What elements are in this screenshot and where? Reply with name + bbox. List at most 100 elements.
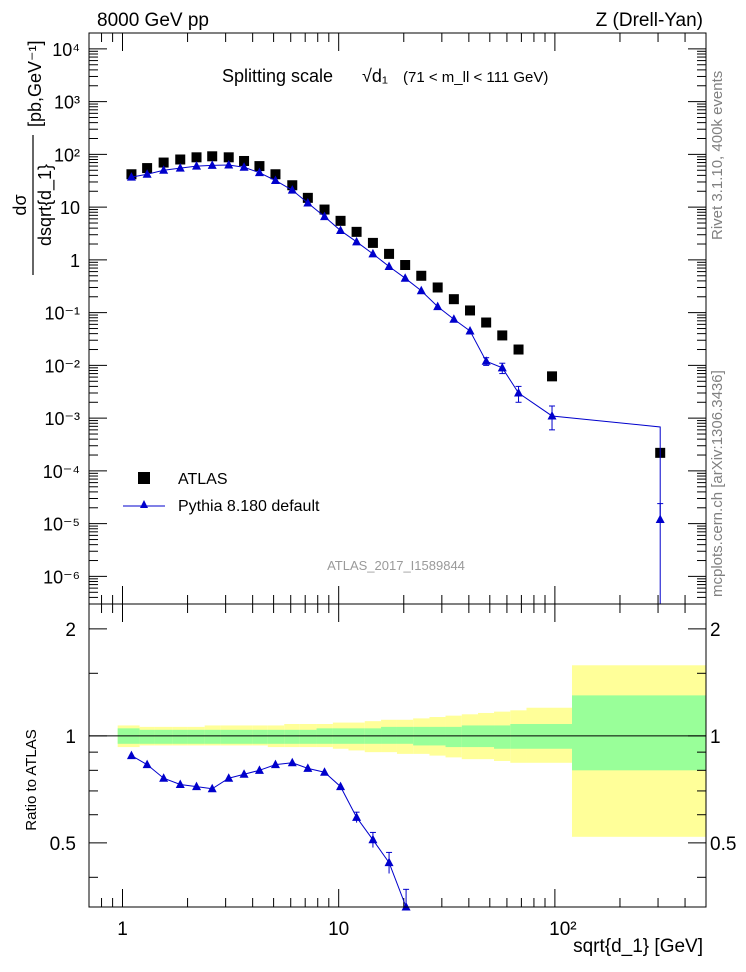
- pythia-data-point: [400, 273, 410, 282]
- inner-band-bin: [381, 726, 397, 744]
- y-tick-label: 10⁻²: [44, 356, 80, 376]
- main-axes: 10⁻⁶ 10⁻⁵ 10⁻⁴ 10⁻³ 10⁻² 10⁻¹ 1 10 10² 10³ 10⁴: [43, 32, 707, 605]
- ratio-data-point: [126, 750, 136, 760]
- plot-title-symbol: √d₁: [362, 66, 388, 86]
- x-tick-label: 10: [328, 919, 349, 940]
- ratio-data-point: [254, 765, 264, 774]
- ratio-data-point: [368, 834, 378, 844]
- atlas-data-point: [239, 155, 250, 166]
- inner-band-bin: [139, 729, 155, 744]
- pythia-data-point: [254, 167, 264, 177]
- atlas-data-point: [465, 305, 476, 316]
- atlas-data-point: [481, 317, 492, 328]
- atlas-data-point: [416, 270, 427, 281]
- atlas-data-point: [175, 154, 186, 165]
- ratio-data-point: [239, 769, 249, 778]
- pythia-data-point: [433, 301, 443, 311]
- inner-band-bin: [445, 726, 462, 748]
- pythia-data-point: [175, 163, 185, 172]
- legend-pythia-marker: [140, 500, 148, 508]
- pythia-data-point: [303, 197, 313, 207]
- pythia-data-point: [655, 514, 665, 523]
- y-tick-label: 10⁴: [52, 40, 80, 60]
- inner-band-bin: [396, 726, 414, 744]
- y-tick-label: 10⁻⁶: [43, 567, 80, 587]
- legend-pythia-label: Pythia 8.180 default: [178, 498, 320, 515]
- ratio-data-point: [303, 763, 313, 772]
- y-tick-label: 10²: [54, 145, 80, 165]
- pythia-data-point: [239, 162, 249, 171]
- inner-band-bin: [572, 695, 706, 771]
- inner-band-bin: [172, 729, 188, 744]
- atlas-data-point: [335, 215, 346, 226]
- pythia-data-point: [336, 225, 346, 235]
- y-tick-label: 10³: [54, 93, 80, 113]
- y-label-denominator: dsqrt{d_1}: [35, 164, 56, 246]
- ratio-y-tick-label-right: 2: [710, 620, 721, 641]
- inner-band-bin: [284, 729, 300, 744]
- y-tick-label: 10⁻⁴: [43, 462, 80, 482]
- atlas-data-point: [448, 294, 459, 305]
- pythia-data-point: [465, 325, 475, 335]
- atlas-data-point: [319, 204, 330, 215]
- y-tick-label: 10⁻⁵: [43, 515, 80, 535]
- atlas-data-point: [547, 371, 558, 382]
- pythia-data-point: [352, 236, 362, 246]
- ratio-data-point: [192, 781, 202, 791]
- y-tick-label: 1: [70, 251, 80, 271]
- pythia-data-point: [497, 362, 507, 372]
- atlas-data-point: [158, 157, 169, 168]
- mcplots-label: mcplots.cern.ch [arXiv:1306.3436]: [709, 370, 726, 597]
- pythia-data-point: [320, 211, 330, 221]
- rivet-version-label: Rivet 3.1.10, 400k events: [709, 71, 726, 240]
- atlas-data-point: [400, 260, 411, 271]
- pythia-data-point: [126, 172, 136, 181]
- inner-band-bin: [204, 729, 221, 744]
- atlas-data-point: [384, 248, 395, 259]
- inner-band-bin: [187, 729, 205, 744]
- y-label-unit: [pb,GeV⁻¹]: [25, 40, 45, 127]
- y-label-numerator: dσ: [10, 194, 30, 215]
- pythia-data-point: [481, 356, 491, 365]
- atlas-data-point: [513, 344, 524, 355]
- pythia-data-point: [142, 169, 152, 178]
- pythia-data-point: [287, 185, 297, 194]
- ratio-data-point: [401, 902, 411, 911]
- pythia-data-point: [384, 261, 394, 270]
- pythia-data-point: [159, 165, 169, 174]
- ratio-y-tick-label-right: 0.5: [710, 834, 736, 855]
- pythia-data-point: [270, 175, 280, 184]
- inner-band-bin: [299, 729, 317, 744]
- ratio-data-point: [287, 757, 297, 767]
- ratio-data-point: [207, 783, 217, 793]
- pythia-data-point: [207, 160, 217, 169]
- atlas-data-point: [254, 161, 265, 172]
- atlas-data-point: [432, 282, 443, 293]
- ratio-y-tick-label-right: 1: [710, 727, 721, 748]
- ratio-data-point: [320, 767, 330, 776]
- pythia-data-point: [224, 159, 234, 169]
- atlas-data-point: [270, 169, 281, 180]
- atlas-data-point: [367, 237, 378, 248]
- pythia-data-point: [368, 248, 378, 258]
- pythia-data-point: [514, 387, 524, 397]
- legend: ATLAS Pythia 8.180 default: [123, 471, 320, 515]
- y-tick-label: 10: [60, 198, 80, 218]
- atlas-data-point: [142, 163, 153, 174]
- atlas-data-point: [351, 226, 362, 237]
- legend-atlas-marker: [138, 472, 150, 484]
- inner-band-bin: [220, 729, 237, 744]
- ratio-data-point: [336, 781, 346, 791]
- ratio-data-point: [175, 779, 185, 788]
- ratio-data-point: [159, 773, 169, 782]
- y-axis-label: dσ dsqrt{d_1} [pb,GeV⁻¹]: [10, 40, 56, 275]
- inner-band-bin: [494, 725, 511, 749]
- process-label: Z (Drell-Yan): [596, 10, 703, 31]
- collision-label: 8000 GeV pp: [97, 10, 209, 31]
- ratio-y-label: Ratio to ATLAS: [23, 729, 40, 830]
- ratio-data-point: [270, 759, 280, 769]
- atlas-data-point: [207, 151, 218, 162]
- pythia-line: [131, 164, 661, 520]
- ratio-y-tick-label: 0.5: [50, 834, 76, 855]
- pythia-data-point: [192, 161, 202, 170]
